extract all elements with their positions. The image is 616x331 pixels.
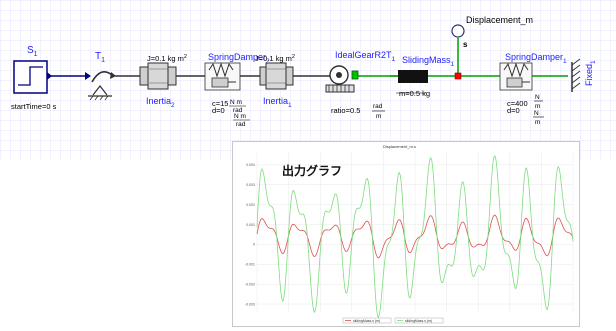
step-source-param: startTime=0 s	[11, 102, 57, 111]
ideal-gear-unit-num: rad	[373, 103, 383, 110]
series-line-2	[256, 155, 574, 319]
torque-label: T1	[95, 51, 105, 64]
inertia1-block[interactable]	[259, 62, 294, 90]
chart-legend: slidingMass.s (m) slidingMass.s (m)	[342, 317, 444, 324]
spring-damper1-c-unit-num: N	[535, 94, 540, 101]
sliding-mass-param: m=0.5 kg	[399, 89, 430, 98]
output-graph-panel: Displacement_m.s 0.004 0.003 0.002 0.001 0 -0…	[232, 141, 580, 327]
y-tick-label: -0.001	[245, 263, 255, 267]
chart-y-ticks: 0.004 0.003 0.002 0.001 0 -0.001 -0.002 -0.003	[245, 163, 255, 306]
y-tick-label: -0.002	[245, 282, 255, 286]
spring-damper1-c-unit-den: m	[535, 103, 540, 110]
spring-damper1-d-unit-num: N	[534, 110, 539, 117]
torque-block[interactable]	[88, 70, 116, 101]
spring-damper1-label: SpringDamper1	[505, 52, 567, 65]
chart-series	[256, 155, 574, 319]
y-tick-label: 0.004	[246, 163, 255, 167]
displacement-label: Displacement_m	[466, 15, 533, 25]
legend-entry-1: slidingMass.s (m)	[353, 319, 380, 323]
y-tick-label: 0.002	[246, 203, 255, 207]
inertia1-param: J=0.1 kg m2	[255, 54, 295, 63]
displacement-port-label: s	[463, 40, 468, 49]
y-tick-label: 0.003	[246, 183, 255, 187]
ideal-gear-unit-den: m	[376, 113, 381, 120]
y-tick-label: -0.003	[245, 302, 255, 306]
spring-damper2-d-unit-num: N m	[234, 113, 246, 120]
output-graph-label: 出力グラフ	[282, 164, 343, 178]
fixed-label: Fixed1	[584, 60, 597, 86]
displacement-sensor[interactable]	[451, 24, 465, 80]
sliding-mass-label: SlidingMass1	[402, 55, 455, 68]
step-source-block[interactable]	[13, 60, 52, 94]
output-graph-chart: Displacement_m.s 0.004 0.003 0.002 0.001 0 -0…	[245, 144, 574, 324]
spring-damper2-c-unit-num: N m	[230, 99, 242, 106]
spring-damper1-c: c=400	[507, 99, 528, 108]
spring-damper2-d-unit-den: rad	[236, 121, 246, 128]
legend-entry-2: slidingMass.s (m)	[405, 319, 432, 323]
fixed-block[interactable]	[571, 58, 581, 92]
spring-damper2-c: c=15	[212, 99, 228, 108]
spring-damper1-block[interactable]	[499, 62, 533, 91]
ideal-gear-block[interactable]	[325, 65, 359, 93]
y-tick-label: 0.001	[246, 223, 255, 227]
sliding-mass-block[interactable]	[390, 70, 428, 83]
spring-damper1-d-unit-den: m	[535, 119, 540, 126]
inertia2-label: Inertia2	[146, 96, 175, 109]
chart-title: Displacement_m.s	[383, 144, 416, 149]
spring-damper2-block[interactable]	[204, 62, 241, 91]
spring-damper2-label: SpringDamper2	[208, 52, 270, 65]
spring-damper2-d: d=0	[212, 106, 225, 115]
spring-damper1-d: d=0	[507, 106, 520, 115]
inertia2-param: J=0.1 kg m2	[147, 54, 187, 63]
inertia1-label: Inertia1	[263, 96, 292, 109]
step-source-label: S1	[27, 45, 38, 58]
y-tick-label: 0	[253, 243, 255, 247]
ideal-gear-label: IdealGearR2T1	[335, 50, 396, 63]
ideal-gear-param: ratio=0.5	[331, 106, 360, 115]
inertia2-block[interactable]	[139, 62, 177, 90]
spring-damper2-c-unit-den: rad	[233, 107, 243, 114]
